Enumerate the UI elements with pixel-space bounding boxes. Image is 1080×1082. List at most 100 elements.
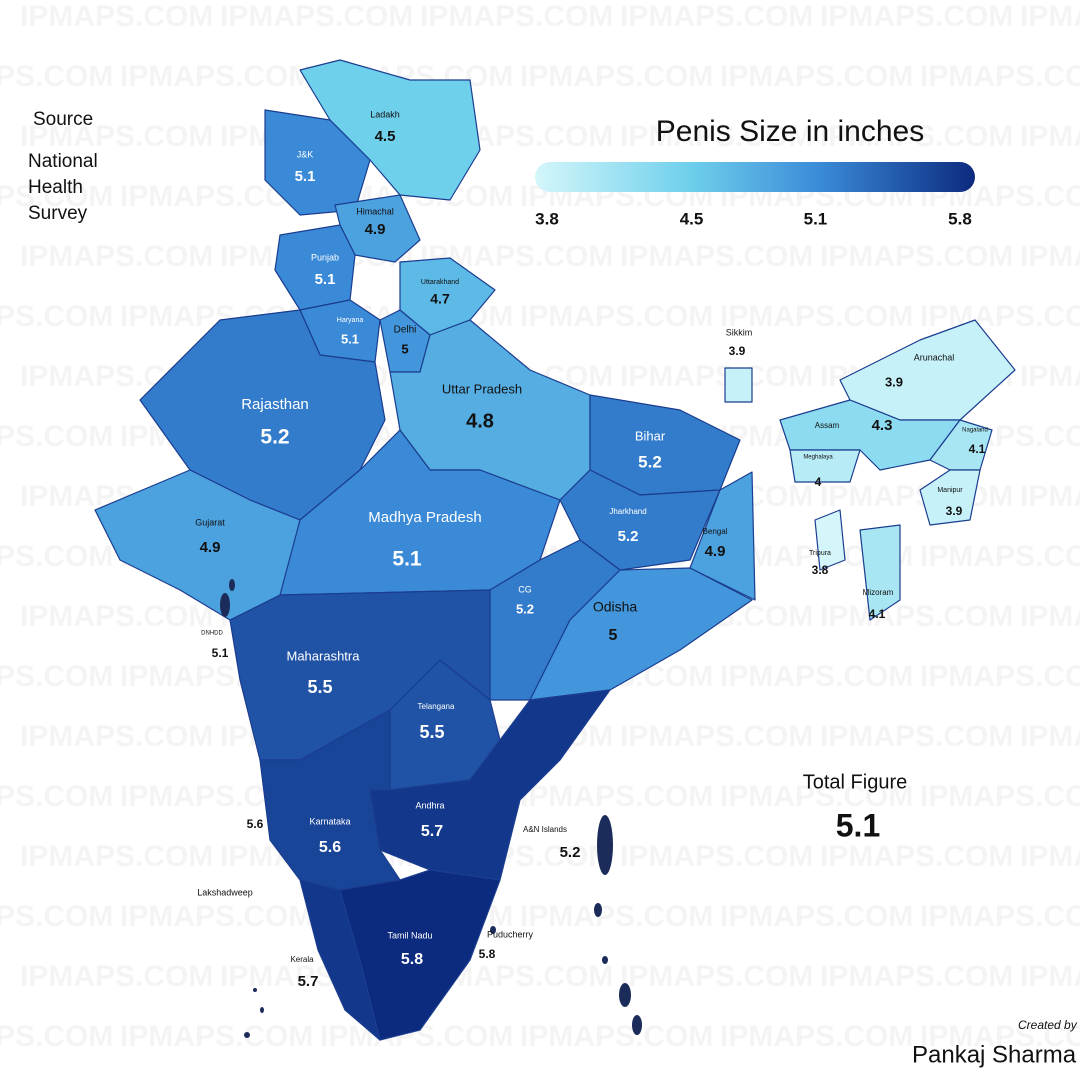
watermark: IPMAPS.COM <box>520 1020 713 1053</box>
region <box>559 469 721 571</box>
island <box>244 1032 250 1038</box>
region <box>839 319 1016 421</box>
watermark: IPMAPS.COM <box>20 960 213 993</box>
island <box>490 926 496 934</box>
region-value: 5.2 <box>638 452 662 471</box>
region-name: Jharkhand <box>609 507 646 516</box>
watermark: IPMAPS.COM <box>820 720 1013 753</box>
region-value: 5.1 <box>315 271 336 288</box>
watermark: IPMAPS.COM <box>0 300 113 333</box>
region-value: 5.2 <box>618 528 639 545</box>
watermark: IPMAPS.COM <box>620 0 813 33</box>
legend-tick-label: 4.5 <box>680 209 704 228</box>
region-value: 5.1 <box>295 168 316 185</box>
island <box>220 593 230 617</box>
region-name: Meghalaya <box>803 455 833 461</box>
region-value: 4.7 <box>430 291 450 307</box>
watermark: IPMAPS.COM <box>1020 0 1080 33</box>
regions <box>94 59 1016 1041</box>
region <box>789 449 861 483</box>
island <box>260 1007 264 1013</box>
region-name: A&N Islands <box>523 825 567 834</box>
region-value: 4 <box>815 475 822 489</box>
watermark: IPMAPS.COM <box>120 900 313 933</box>
region <box>339 869 501 1041</box>
region-value: 5.6 <box>247 817 264 831</box>
region-value: 4.9 <box>365 221 386 238</box>
region-name: Himachal <box>356 206 394 216</box>
watermark: IPMAPS.COM <box>20 600 213 633</box>
region-name: Tamil Nadu <box>387 930 432 940</box>
source-line: Survey <box>28 203 88 224</box>
legend-bar <box>535 162 975 192</box>
region-value: 5.5 <box>307 677 332 697</box>
region-name: Mizoram <box>863 588 894 597</box>
watermark: IPMAPS.COM <box>520 60 713 93</box>
watermark: IPMAPS.COM <box>820 0 1013 33</box>
watermark: IPMAPS.COM <box>920 300 1080 333</box>
watermark: IPMAPS.COM <box>20 0 213 33</box>
region <box>814 509 846 571</box>
credit-author: Pankaj Sharma <box>912 1041 1077 1068</box>
region-value: 5 <box>401 341 408 356</box>
region-name: Ladakh <box>370 109 400 119</box>
region <box>919 469 981 526</box>
region-value: 5.2 <box>260 426 289 449</box>
region-value: 3.9 <box>885 374 903 389</box>
source-line: Health <box>28 177 83 198</box>
region-name: Delhi <box>394 325 417 336</box>
watermark: IPMAPS.COM <box>720 900 913 933</box>
watermark: IPMAPS.COM <box>620 240 813 273</box>
watermark: IPMAPS.COM <box>820 480 1013 513</box>
watermark: IPMAPS.COM <box>0 420 113 453</box>
total-value: 5.1 <box>836 807 880 843</box>
region-value: 5.8 <box>479 947 496 961</box>
region-value: 4.9 <box>705 543 726 560</box>
island <box>229 579 235 591</box>
watermark: IPMAPS.COM <box>520 900 713 933</box>
watermark: IPMAPS.COM <box>1020 480 1080 513</box>
region-name: Sikkim <box>726 327 753 337</box>
island <box>594 903 602 917</box>
total-label: Total Figure <box>803 771 908 793</box>
region-name: CG <box>518 584 532 594</box>
region-name: Puducherry <box>487 929 534 939</box>
watermark: IPMAPS.COM <box>0 660 113 693</box>
region-name: Karnataka <box>309 816 350 826</box>
watermark: IPMAPS.COM <box>520 300 713 333</box>
watermark: IPMAPS.COM <box>420 0 613 33</box>
region-name: DNHDD <box>201 631 223 637</box>
island <box>619 983 631 1007</box>
watermark: IPMAPS.COM <box>720 660 913 693</box>
region <box>589 394 741 496</box>
labels: Ladakh 4.5 J&K 5.1 Himachal 4.9 Uttarakhand 4.7… <box>195 109 988 990</box>
legend-tick-label: 3.8 <box>535 209 559 228</box>
credit-note: Created by <box>1018 1018 1078 1032</box>
region-name: Nagaland <box>962 428 988 434</box>
watermark: IPMAPS.COM <box>620 120 813 153</box>
watermark: IPMAPS.COM <box>1020 840 1080 873</box>
watermark: IPMAPS.COM <box>920 60 1080 93</box>
region-name: Madhya Pradesh <box>368 509 481 526</box>
region-value: 5.7 <box>421 823 443 840</box>
watermark: IPMAPS.COM <box>220 0 413 33</box>
region-name: Tripura <box>809 550 831 557</box>
watermark: IPMAPS.COM <box>0 900 113 933</box>
region-value: 5.6 <box>319 839 341 856</box>
region-value: 5.8 <box>401 951 423 968</box>
watermark: IPMAPS.COM <box>520 780 713 813</box>
watermark: IPMAPS.COM <box>20 120 213 153</box>
watermark: IPMAPS.COM <box>820 600 1013 633</box>
island <box>253 988 257 992</box>
watermark: IPMAPS.COM <box>920 780 1080 813</box>
region-value: 5.1 <box>212 646 229 660</box>
watermark: IPMAPS.COM <box>0 180 113 213</box>
watermark: IPMAPS.COM <box>620 960 813 993</box>
watermark: IPMAPS.COM <box>720 1020 913 1053</box>
watermark: IPMAPS.COM <box>920 540 1080 573</box>
watermark: IPMAPS.COM <box>920 900 1080 933</box>
region-value: 3.8 <box>812 563 829 577</box>
legend-tick-label: 5.1 <box>804 209 828 228</box>
watermark: IPMAPS.COM <box>620 360 813 393</box>
watermark: IPMAPS.COM <box>20 720 213 753</box>
